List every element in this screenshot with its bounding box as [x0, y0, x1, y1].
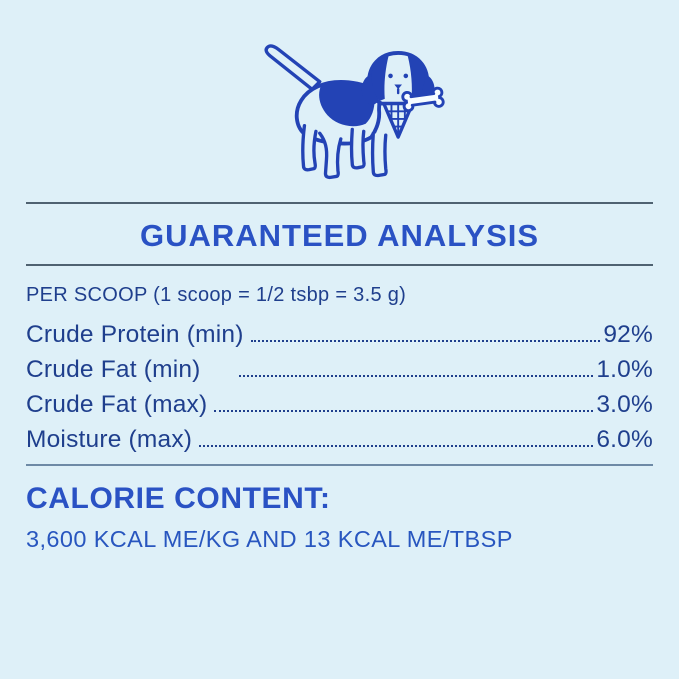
- dot-leader: [214, 410, 594, 412]
- row-label: Crude Protein (min): [26, 321, 244, 348]
- serving-size-note: PER SCOOP (1 scoop = 1/2 tsbp = 3.5 g): [26, 284, 407, 306]
- dot-leader: [238, 375, 594, 377]
- calorie-content-heading: CALORIE CONTENT:: [26, 482, 331, 515]
- row-label: Crude Fat (max): [26, 391, 208, 418]
- beagle-with-bone-svg: [263, 44, 445, 180]
- divider-middle: [26, 264, 653, 266]
- guaranteed-analysis-title: GUARANTEED ANALYSIS: [139, 218, 540, 253]
- row-value: 3.0%: [596, 391, 653, 418]
- dot-leader: [199, 445, 594, 447]
- row-value: 1.0%: [596, 356, 653, 383]
- table-row: Crude Fat (max) 3.0%: [26, 387, 653, 422]
- table-row: Crude Fat (min) 1.0%: [26, 352, 653, 387]
- table-row: Crude Protein (min) 92%: [26, 317, 653, 352]
- row-label: Moisture (max): [26, 426, 193, 453]
- row-value: 6.0%: [596, 426, 653, 453]
- row-value: 92%: [603, 321, 653, 348]
- calorie-content-detail: 3,600 KCAL ME/KG AND 13 KCAL ME/TBSP: [26, 526, 513, 552]
- row-label: Crude Fat (min): [26, 356, 201, 383]
- beagle-with-bone-icon: [26, 0, 653, 182]
- table-row: Moisture (max) 6.0%: [26, 422, 653, 457]
- analysis-table: Crude Protein (min) 92% Crude Fat (min) …: [26, 317, 653, 457]
- dot-leader: [250, 340, 601, 342]
- divider-top: [26, 202, 653, 204]
- divider-bottom: [26, 464, 653, 466]
